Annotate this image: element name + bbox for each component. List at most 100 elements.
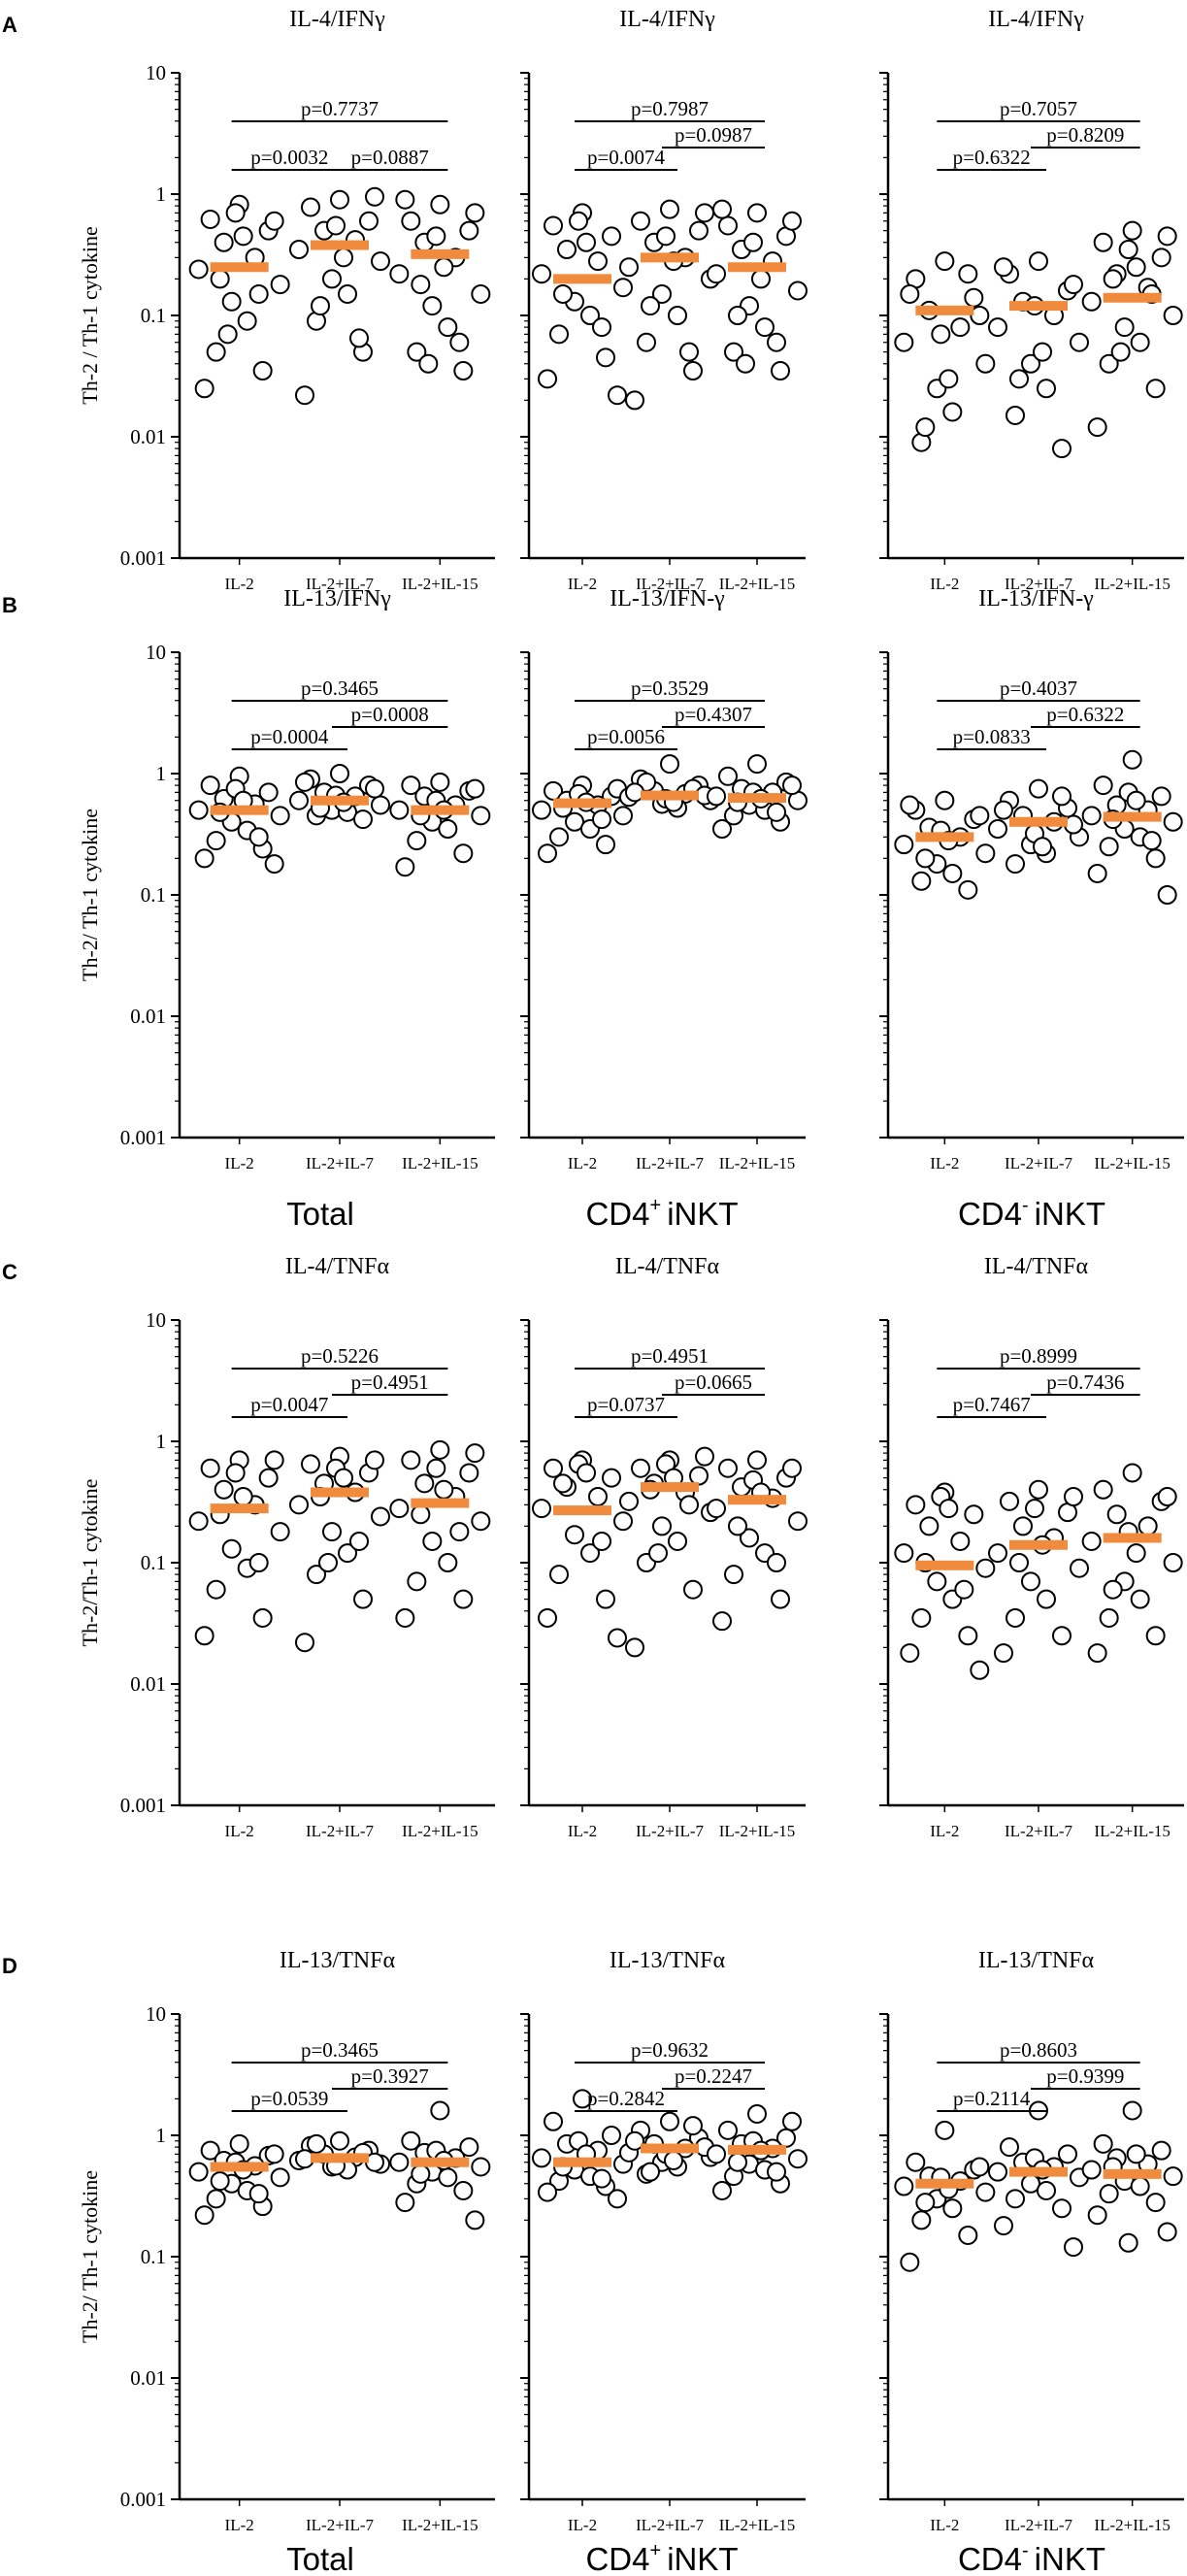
p-value-label: p=0.8209 <box>1046 123 1124 147</box>
data-point <box>1087 1643 1107 1664</box>
median-bar <box>728 262 786 273</box>
data-point <box>307 1565 326 1585</box>
x-tick-label: IL-2 <box>225 2516 254 2534</box>
data-point <box>401 776 421 796</box>
data-point <box>1157 226 1177 247</box>
x-tick-label: IL-2 <box>930 1154 959 1172</box>
data-point <box>707 2144 726 2164</box>
p-value-label: p=0.7987 <box>631 97 709 120</box>
data-point <box>438 317 458 338</box>
data-point <box>707 264 726 284</box>
data-point <box>414 1473 435 1494</box>
y-tick-label: 0.01 <box>130 425 166 448</box>
data-point <box>712 199 732 219</box>
data-point <box>434 1479 454 1500</box>
data-point <box>206 342 226 362</box>
data-point <box>695 203 714 223</box>
median-bar <box>1009 1539 1068 1550</box>
data-point <box>538 2182 557 2202</box>
data-point <box>1052 1626 1072 1646</box>
data-point <box>718 1458 738 1478</box>
data-point <box>389 264 410 284</box>
data-point <box>771 1589 790 1609</box>
median-bar <box>210 2162 269 2172</box>
median-bar <box>553 1505 611 1516</box>
data-point <box>569 211 588 231</box>
data-point <box>371 1506 390 1527</box>
data-point <box>1126 2144 1146 2164</box>
data-point <box>295 1633 314 1653</box>
chart-title: IL-13/IFNγ <box>283 586 391 611</box>
x-tick-label: IL-2+IL-7 <box>1005 1154 1073 1172</box>
data-point <box>411 275 431 295</box>
x-tick-label: IL-2 <box>225 575 254 593</box>
x-tick-label: IL-2+IL-7 <box>306 2516 375 2534</box>
data-point <box>994 2216 1013 2236</box>
chart-title: IL-4/TNFα <box>984 1254 1089 1279</box>
data-point <box>900 283 920 304</box>
y-tick-label: 0.1 <box>141 304 166 327</box>
data-point <box>221 1538 242 1559</box>
data-point <box>1103 1579 1123 1600</box>
data-point <box>1110 342 1131 362</box>
data-point <box>401 211 421 231</box>
chart-d-3: IL-13/TNFα IL-2 IL-2+IL-7 IL-2+IL-15 p=0.860… <box>879 1948 1184 2534</box>
data-point <box>975 843 996 864</box>
data-point <box>453 2180 474 2200</box>
y-tick-label: 1 <box>156 2124 167 2147</box>
data-point <box>942 2198 963 2219</box>
p-value-label: p=0.4307 <box>675 703 752 726</box>
caption-cd4-negative-inkt: iNKT <box>1035 1196 1105 1232</box>
chart-d-2: IL-13/TNFα IL-2 IL-2+IL-7 IL-2+IL-15 p=0.963… <box>520 1948 808 2534</box>
data-point <box>465 1443 485 1464</box>
p-value-label: p=0.6322 <box>1046 703 1124 726</box>
data-point <box>371 795 390 815</box>
data-point <box>395 1607 415 1628</box>
data-point <box>248 2184 269 2204</box>
x-tick-label: IL-2 <box>568 575 597 593</box>
median-bar <box>411 1498 470 1508</box>
data-point <box>1163 306 1183 325</box>
data-point <box>625 1637 644 1658</box>
p-value-label: p=0.2114 <box>953 2087 1031 2110</box>
chart-c-2: IL-4/TNFα IL-2 IL-2+IL-7 IL-2+IL-15 p=0.4951… <box>520 1254 808 1840</box>
data-point <box>200 1458 220 1478</box>
data-point <box>689 220 709 241</box>
data-point <box>210 2171 230 2192</box>
x-tick-label: IL-2+IL-15 <box>1094 2516 1171 2534</box>
data-point <box>438 818 458 839</box>
data-point <box>683 1579 703 1600</box>
data-point <box>471 1511 491 1532</box>
data-point <box>459 220 479 241</box>
x-tick-label: IL-2+IL-7 <box>1005 575 1073 593</box>
data-point <box>353 809 373 830</box>
data-point <box>206 1579 226 1600</box>
data-point <box>188 800 209 820</box>
data-point <box>418 353 439 374</box>
data-point <box>592 809 611 830</box>
data-point <box>407 831 427 851</box>
data-point <box>449 332 470 352</box>
x-tick-label: IL-2 <box>568 2516 597 2534</box>
data-point <box>200 776 220 796</box>
y-tick-label: 0.01 <box>130 2366 166 2390</box>
data-point <box>301 197 320 217</box>
data-point <box>1122 220 1142 241</box>
data-point <box>289 790 309 810</box>
data-point <box>1009 369 1029 389</box>
data-point <box>652 283 672 304</box>
data-point <box>1118 2232 1138 2253</box>
data-point <box>459 1463 479 1483</box>
data-point <box>743 232 763 252</box>
data-point <box>988 2162 1007 2182</box>
data-point <box>894 835 914 855</box>
data-point <box>755 317 775 338</box>
data-point <box>970 2157 990 2177</box>
data-point <box>453 360 474 380</box>
data-point <box>695 1446 714 1467</box>
data-point <box>740 1528 759 1548</box>
p-value-label: p=0.3927 <box>351 2064 429 2088</box>
data-point <box>958 1626 978 1646</box>
p-value-label: p=0.7737 <box>301 97 379 120</box>
median-bar <box>311 1487 369 1498</box>
